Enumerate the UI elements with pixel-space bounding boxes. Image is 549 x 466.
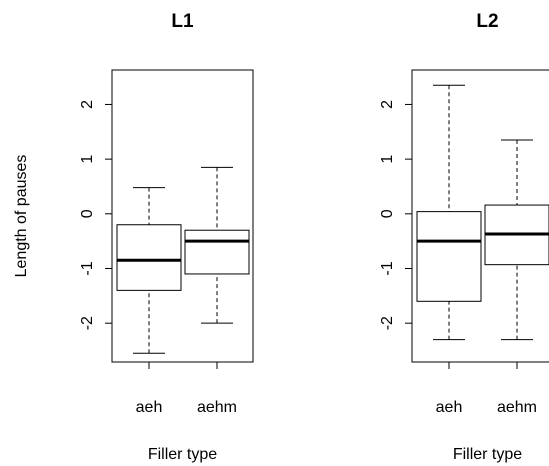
box <box>116 224 182 291</box>
y-tick-label: 1 <box>79 155 96 164</box>
box <box>184 229 250 275</box>
y-tick-label: -1 <box>79 261 96 275</box>
y-tick-label: -2 <box>79 316 96 330</box>
y-axis-label: Length of pauses <box>13 155 30 278</box>
plot-frame <box>411 69 549 363</box>
y-tick-label: 2 <box>79 100 96 109</box>
y-tick-label: 2 <box>379 100 396 109</box>
chart-title: L2 <box>476 11 498 32</box>
x-axis-label: Filler type <box>453 446 522 463</box>
y-tick-label: 0 <box>379 209 396 218</box>
x-tick-label: aeh <box>136 399 163 416</box>
box <box>416 211 482 302</box>
y-tick-label: -1 <box>379 261 396 275</box>
y-tick-label: 0 <box>79 209 96 218</box>
x-tick-label: aeh <box>436 399 463 416</box>
x-tick-label: aehm <box>197 399 237 416</box>
y-tick-label: 1 <box>379 155 396 164</box>
plot-frame <box>111 69 254 363</box>
x-axis-label: Filler type <box>148 446 217 463</box>
y-tick-label: -2 <box>379 316 396 330</box>
x-tick-label: aehm <box>497 399 537 416</box>
chart-title: L1 <box>171 11 194 32</box>
